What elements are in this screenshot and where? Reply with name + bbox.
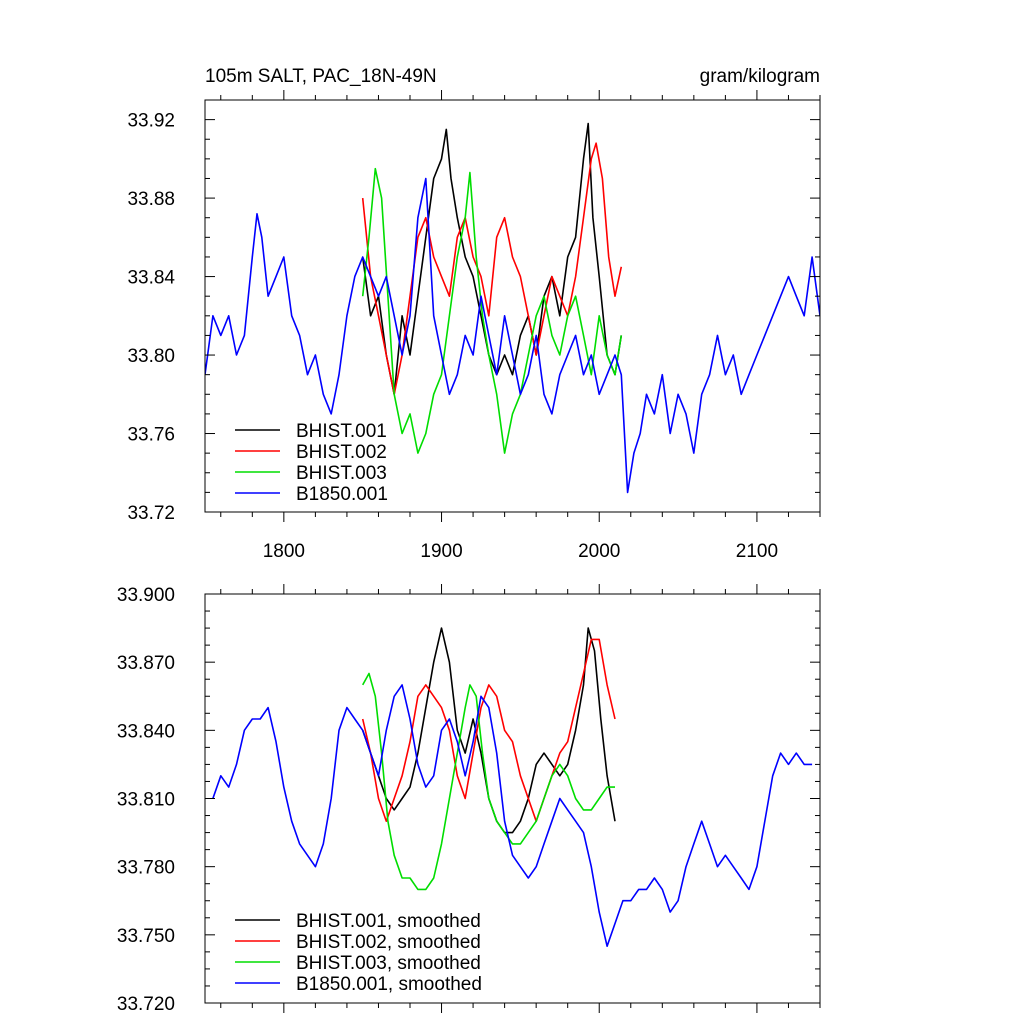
series-line-1-3 bbox=[212, 684, 813, 948]
y-tick-label: 33.840 bbox=[117, 721, 175, 742]
legend-label: BHIST.003, smoothed bbox=[296, 953, 481, 974]
y-tick-label: 33.92 bbox=[127, 111, 175, 132]
y-tick-label: 33.88 bbox=[127, 189, 175, 210]
y-tick-label: 33.80 bbox=[127, 346, 175, 367]
series-line-0-1 bbox=[361, 142, 623, 396]
legend-label: BHIST.001, smoothed bbox=[296, 911, 481, 932]
legend-label: BHIST.003 bbox=[296, 463, 387, 484]
x-tick-label: 2100 bbox=[736, 541, 778, 562]
y-tick-label: 33.76 bbox=[127, 425, 175, 446]
legend-label: BHIST.002, smoothed bbox=[296, 932, 481, 953]
y-tick-label: 33.72 bbox=[127, 503, 175, 524]
y-tick-label: 33.900 bbox=[117, 585, 175, 606]
y-tick-label: 33.810 bbox=[117, 790, 175, 811]
y-tick-label: 33.750 bbox=[117, 926, 175, 947]
legend-label: BHIST.001 bbox=[296, 421, 387, 442]
top-chart-title: 105m SALT, PAC_18N-49N bbox=[205, 66, 437, 87]
y-tick-label: 33.870 bbox=[117, 653, 175, 674]
bottom-panel: 33.720 33.750 33.780 33.810 33.840 33.870 33.9… bbox=[117, 584, 821, 1015]
series-line-1-2 bbox=[361, 672, 615, 891]
x-tick-label: 1800 bbox=[263, 541, 305, 562]
legend-label: B1850.001 bbox=[296, 484, 388, 505]
top-panel: 105m SALT, PAC_18N-49N gram/kilogram 33.… bbox=[127, 66, 821, 562]
y-tick-label: 33.780 bbox=[117, 858, 175, 879]
legend-label: BHIST.002 bbox=[296, 442, 387, 463]
top-chart-units: gram/kilogram bbox=[700, 66, 820, 87]
y-tick-label: 33.84 bbox=[127, 268, 175, 289]
x-tick-label: 2000 bbox=[578, 541, 620, 562]
series-line-0-3 bbox=[205, 177, 820, 494]
bottom-plot-area: 33.720 33.750 33.780 33.810 33.840 33.870 33.9… bbox=[117, 584, 821, 1015]
series-line-0-0 bbox=[361, 122, 623, 396]
top-plot-area: 33.72 33.76 33.80 33.84 33.88 33.92 1800 1900 20… bbox=[127, 90, 821, 562]
series-line-1-1 bbox=[361, 638, 616, 823]
series-line-0-2 bbox=[361, 167, 623, 454]
x-tick-label: 1900 bbox=[420, 541, 462, 562]
legend-label: B1850.001, smoothed bbox=[296, 974, 482, 995]
y-tick-label: 33.720 bbox=[117, 994, 175, 1015]
plot-frame bbox=[204, 99, 821, 513]
